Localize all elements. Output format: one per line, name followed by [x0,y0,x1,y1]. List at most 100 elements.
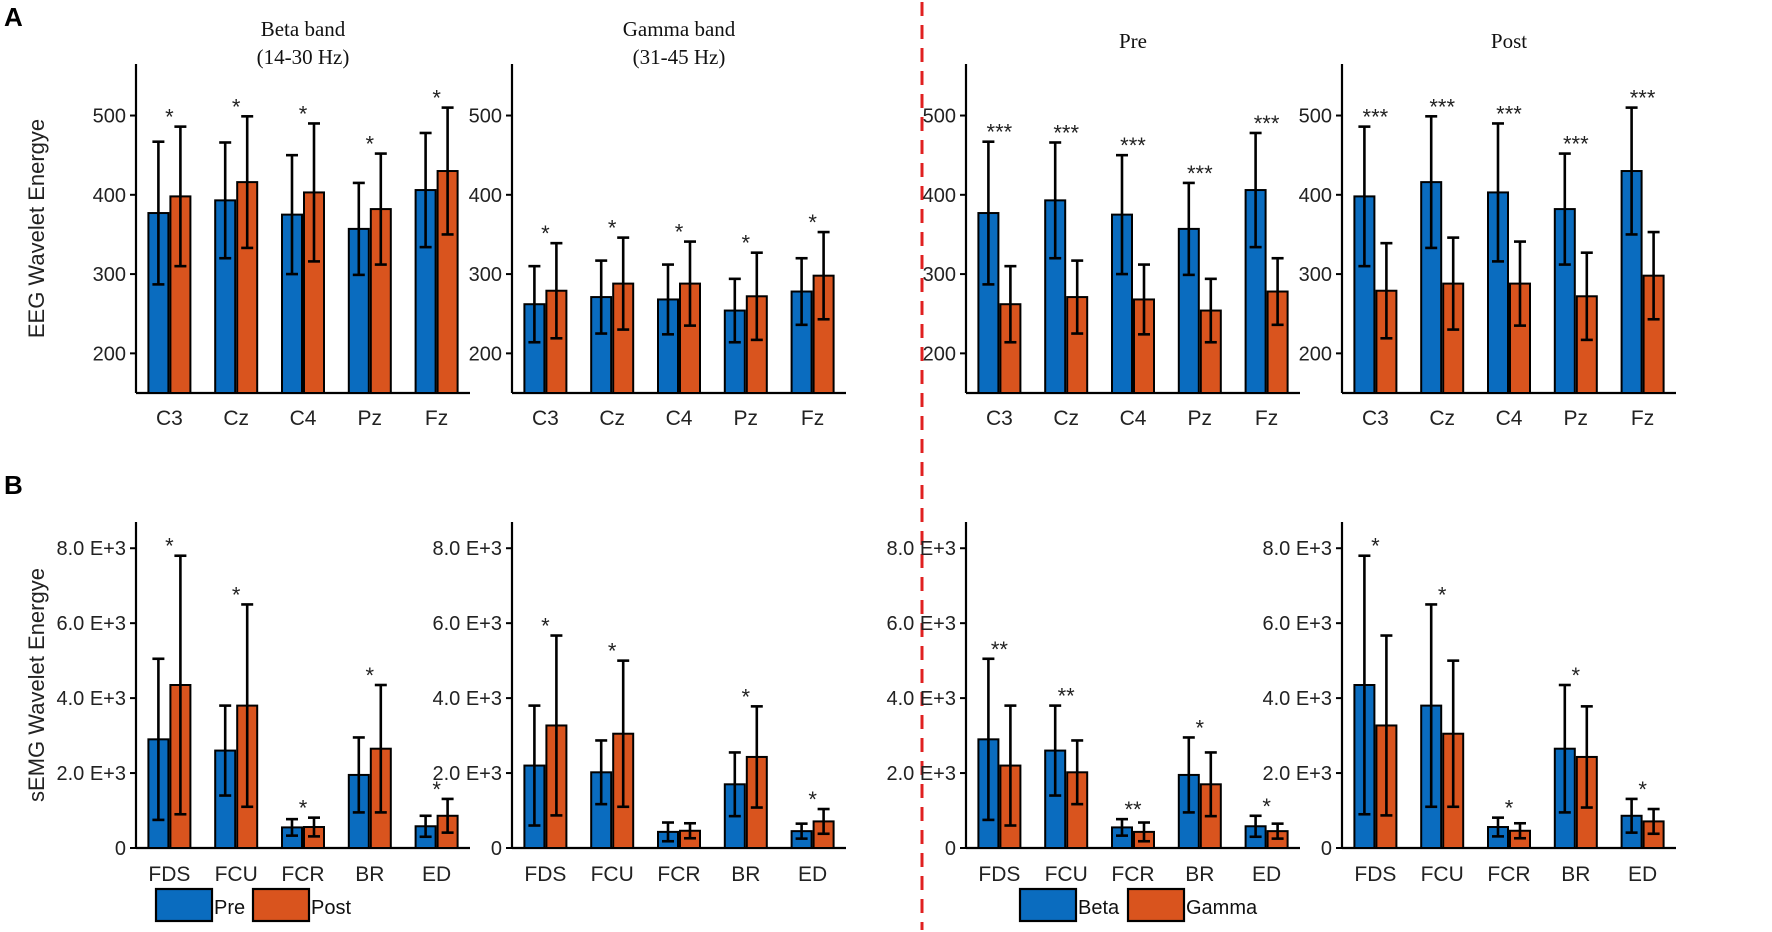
significance-marker: * [1262,794,1271,819]
legend-swatch-gamma [1126,887,1186,923]
y-tick-label: 400 [469,185,502,207]
y-tick-label: 0 [491,838,502,860]
significance-marker: * [232,582,241,607]
legend-right: Beta Gamma [1018,887,1258,923]
significance-marker: * [742,684,751,709]
significance-marker: * [808,787,817,812]
significance-marker: * [299,796,308,821]
x-tick-label: C4 [666,407,693,430]
y-tick-label: 300 [93,264,126,286]
significance-marker: * [299,101,308,126]
significance-marker: ** [1124,797,1142,822]
chart-a-1: 200 300 400 500 Beta band (14-30 Hz) EEG Wavel… [24,17,470,430]
y-tick-label: 4.0 E+3 [1262,688,1332,710]
chart-title: (14-30 Hz) [257,45,350,69]
y-tick-label: 6.0 E+3 [886,613,956,635]
x-tick-label: FDS [978,863,1020,886]
x-tick-label: BR [355,863,384,886]
x-tick-label: Cz [599,407,625,430]
charts-container: 200 300 400 500 Beta band (14-30 Hz) EEG Wavel… [24,17,1676,886]
y-tick-label: 4.0 E+3 [56,688,126,710]
legend-label-beta: Beta [1078,897,1120,919]
chart-a-3: 200 300 400 500 Pre *** C3 *** Cz *** C4 *** Pz *** Fz [923,29,1300,430]
legend-label-post: Post [311,897,351,919]
significance-marker: *** [1187,161,1213,186]
significance-marker: * [1196,715,1205,740]
x-tick-label: C3 [986,407,1013,430]
legend-label-pre: Pre [214,897,245,919]
significance-marker: *** [1363,105,1389,130]
y-tick-label: 6.0 E+3 [1262,613,1332,635]
chart-b-2: 0 2.0 E+3 4.0 E+3 6.0 E+3 8.0 E+3 * FDS * FCU FCR… [432,522,846,886]
panel-label-a: A [4,2,23,32]
y-tick-label: 6.0 E+3 [432,613,502,635]
x-tick-label: BR [731,863,760,886]
x-tick-label: FCR [657,863,700,886]
y-tick-label: 200 [923,343,956,365]
significance-marker: * [608,216,617,241]
significance-marker: * [1371,534,1380,559]
legend-label-gamma: Gamma [1186,897,1258,919]
significance-marker: *** [1254,111,1280,136]
significance-marker: *** [1496,101,1522,126]
significance-marker: * [675,220,684,245]
x-tick-label: Fz [1631,407,1654,430]
x-tick-label: Pz [734,407,759,430]
x-tick-label: Fz [801,407,824,430]
legend-swatch-pre [154,887,214,923]
legend-left: Pre Post [154,887,351,923]
significance-marker: * [1438,582,1447,607]
y-tick-label: 6.0 E+3 [56,613,126,635]
y-tick-label: 500 [469,106,502,128]
x-tick-label: Cz [223,407,249,430]
y-tick-label: 500 [1299,106,1332,128]
y-tick-label: 0 [1321,838,1332,860]
x-tick-label: BR [1561,863,1590,886]
significance-marker: * [1505,796,1514,821]
x-tick-label: Cz [1429,407,1455,430]
y-tick-label: 200 [93,343,126,365]
x-tick-label: Pz [358,407,383,430]
x-tick-label: FCU [1421,863,1464,886]
x-tick-label: C3 [156,407,183,430]
significance-marker: *** [1563,132,1589,157]
y-tick-label: 300 [923,264,956,286]
y-axis-title: EEG Wavelet Energye [24,119,49,338]
y-tick-label: 200 [1299,343,1332,365]
chart-b-1: 0 2.0 E+3 4.0 E+3 6.0 E+3 8.0 E+3 sEMG Wavele… [24,522,470,886]
significance-marker: * [541,614,550,639]
significance-marker: * [608,639,617,664]
chart-title: (31-45 Hz) [633,45,726,69]
y-tick-label: 200 [469,343,502,365]
significance-marker: * [232,94,241,119]
y-tick-label: 300 [469,264,502,286]
x-tick-label: Fz [425,407,448,430]
panel-label-b: B [4,470,23,500]
significance-marker: * [366,132,375,157]
significance-marker: * [1572,663,1581,688]
x-tick-label: FDS [148,863,190,886]
x-tick-label: FDS [1354,863,1396,886]
x-tick-label: C4 [1496,407,1523,430]
y-tick-label: 400 [1299,185,1332,207]
y-tick-label: 8.0 E+3 [886,538,956,560]
significance-marker: * [1638,777,1647,802]
y-tick-label: 8.0 E+3 [432,538,502,560]
significance-marker: * [541,221,550,246]
y-tick-label: 4.0 E+3 [886,688,956,710]
significance-marker: * [432,86,441,111]
chart-a-4: 200 300 400 500 Post *** C3 *** Cz *** C4 *** Pz *** F… [1299,29,1676,430]
y-tick-label: 300 [1299,264,1332,286]
significance-marker: * [165,105,174,130]
chart-title: Pre [1119,29,1147,53]
x-tick-label: ED [1628,863,1657,886]
significance-marker: *** [1053,120,1079,145]
x-tick-label: FCU [1045,863,1088,886]
x-tick-label: Pz [1188,407,1213,430]
y-tick-label: 2.0 E+3 [432,763,502,785]
significance-marker: ** [1058,684,1076,709]
x-tick-label: ED [798,863,827,886]
y-axis-title: sEMG Wavelet Energye [24,568,49,802]
x-tick-label: C3 [532,407,559,430]
